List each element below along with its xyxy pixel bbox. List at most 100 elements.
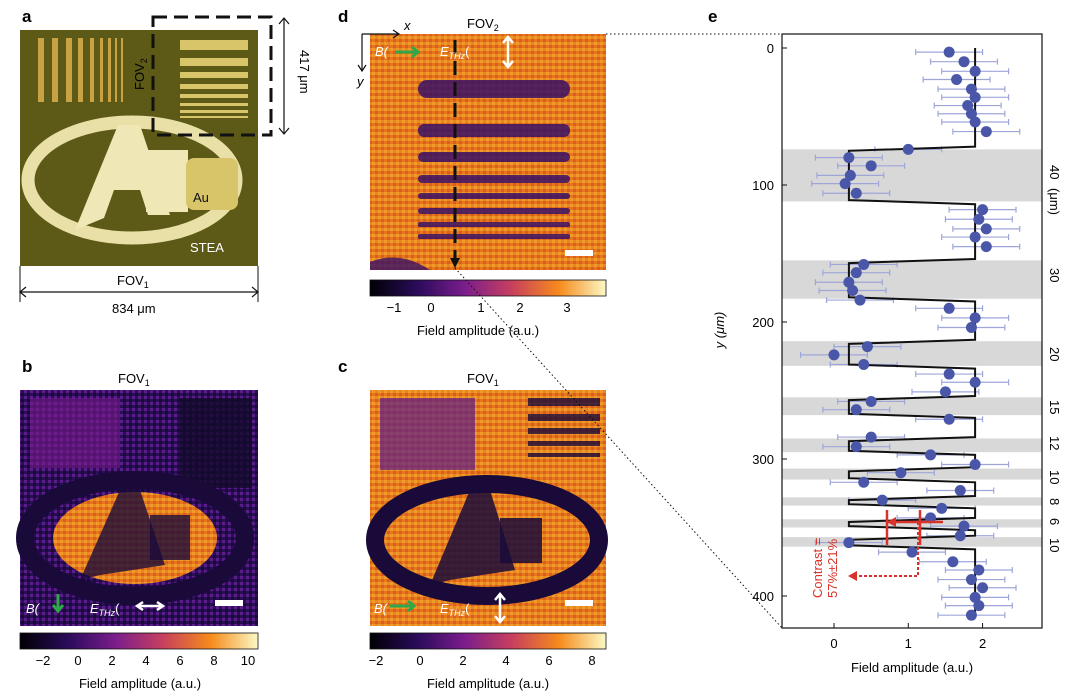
colorbar-d [369, 279, 607, 297]
data-point [969, 91, 981, 103]
connector-bottom [454, 267, 783, 629]
panel-d: d FOV2 x y B( ETHz( −1 [338, 7, 607, 338]
cb-c-label: Field amplitude (a.u.) [427, 676, 549, 691]
x-tick-label: 0 [830, 636, 837, 651]
data-point [954, 485, 966, 497]
scalebar-d [565, 250, 593, 256]
cb-c-tick: −2 [369, 653, 384, 668]
cb-b-label: Field amplitude (a.u.) [79, 676, 201, 691]
cb-c-tick: 8 [588, 653, 595, 668]
data-point [858, 358, 870, 370]
linewidth-label: 20 [1047, 347, 1062, 361]
gray-band [782, 468, 1042, 480]
vertical-lines-target [38, 38, 123, 102]
cb-b-tick: −2 [36, 653, 51, 668]
data-point [850, 267, 862, 279]
linewidth-label: 12 [1047, 436, 1062, 450]
linewidth-label: 8 [1047, 498, 1062, 505]
data-point [973, 564, 985, 576]
cb-b-tick: 10 [241, 653, 255, 668]
cb-b-tick: 6 [176, 653, 183, 668]
data-point [850, 441, 862, 453]
data-point [844, 169, 856, 181]
data-point [858, 476, 870, 488]
panel-d-title: FOV2 [467, 16, 499, 33]
data-point [850, 404, 862, 416]
panel-c: c FOV1 B( ETHz( −2 0 2 4 6 8 Field amp [338, 357, 608, 691]
linewidth-label: 15 [1047, 400, 1062, 414]
data-point [876, 494, 888, 506]
cb-d-tick: 3 [563, 300, 570, 315]
data-point [902, 143, 914, 155]
cb-d-tick: 0 [427, 300, 434, 315]
linewidth-label: 40 [1047, 165, 1062, 179]
fov2-label-a: FOV2 [132, 58, 149, 90]
data-point [943, 302, 955, 314]
data-point [958, 520, 970, 532]
panel-c-title: FOV1 [467, 371, 499, 388]
y-ticks: 0 100 200 300 400 [752, 41, 787, 604]
cb-b-tick: 0 [74, 653, 81, 668]
height-label: 417 μm [297, 50, 312, 94]
gray-band [782, 438, 1042, 453]
panel-a-letter: a [22, 7, 32, 26]
contrast-line2: 57%±21% [825, 538, 840, 598]
data-point [973, 213, 985, 225]
y-axis-label: y (μm) [712, 312, 727, 350]
y-tick-label: 100 [752, 178, 774, 193]
data-point [947, 556, 959, 568]
scalebar-c [565, 600, 593, 606]
data-point [977, 582, 989, 594]
chart-bands [782, 149, 1042, 547]
chart-frame [781, 33, 1043, 629]
data-point [858, 258, 870, 270]
chart-points [828, 46, 992, 621]
panel-e-letter: e [708, 7, 717, 26]
data-point [925, 512, 937, 524]
linewidth-unit: (μm) [1047, 188, 1062, 215]
au-label: Au [193, 190, 209, 205]
data-point [965, 574, 977, 586]
x-tick-label: 1 [905, 636, 912, 651]
data-point [977, 204, 989, 216]
data-point [865, 160, 877, 172]
gray-band [782, 519, 1042, 528]
linewidth-label: 30 [1047, 268, 1062, 282]
linewidth-label: 10 [1047, 470, 1062, 484]
data-point [980, 126, 992, 138]
fov1-label-a: FOV1 [117, 273, 149, 290]
linewidth-labels: 40 (μm) 30 20 15 12 10 8 6 10 [1047, 165, 1062, 552]
b-field-label-b: B( [26, 601, 41, 616]
cb-c-tick: 0 [416, 653, 423, 668]
cb-c-tick: 6 [545, 653, 552, 668]
data-point [943, 413, 955, 425]
cb-c-tick: 2 [459, 653, 466, 668]
y-tick-label: 0 [767, 41, 774, 56]
y-tick-label: 400 [752, 589, 774, 604]
x-ticks: 0 1 2 [830, 623, 986, 651]
gray-band [782, 341, 1042, 366]
fov2-dashed-box [151, 15, 273, 137]
panel-d-letter: d [338, 7, 348, 26]
data-point [843, 537, 855, 549]
xy-axes-arrows [357, 29, 401, 73]
panel-b: b FOV1 B( ETHz( −2 0 2 4 6 8 10 Field am… [16, 357, 259, 691]
data-point [843, 276, 855, 288]
b-field-label-c: B( [374, 601, 389, 616]
cb-b-tick: 8 [210, 653, 217, 668]
data-point [965, 83, 977, 95]
gray-band [782, 260, 1042, 299]
data-point [973, 600, 985, 612]
gray-band [782, 537, 1042, 547]
data-point [980, 241, 992, 253]
cb-c-tick: 4 [502, 653, 509, 668]
b-field-label-d: B( [375, 44, 390, 59]
green-arrow-d [395, 45, 421, 59]
panel-b-letter: b [22, 357, 32, 376]
data-point [962, 100, 974, 112]
e-field-label-c: ETHz( [440, 601, 470, 618]
data-point [969, 65, 981, 77]
data-point [965, 108, 977, 120]
cb-d-tick: 2 [516, 300, 523, 315]
